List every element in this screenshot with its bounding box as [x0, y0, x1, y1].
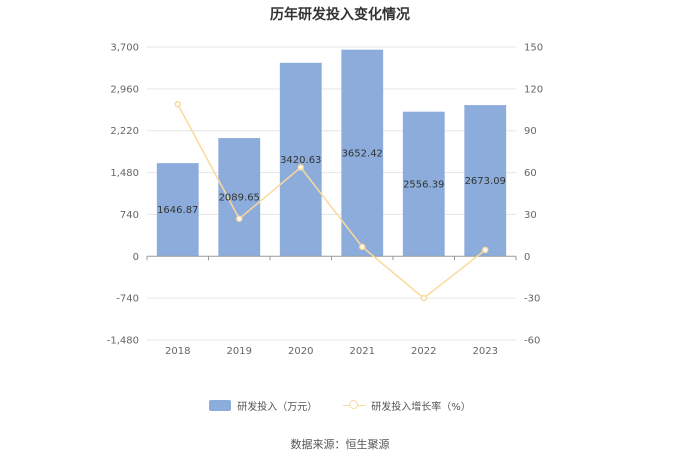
y-left-tick-label: 1,480 — [110, 168, 139, 179]
grid-lines — [147, 46, 516, 341]
line-series — [174, 100, 489, 302]
bar — [218, 138, 261, 257]
x-tick-label: 2023 — [473, 346, 498, 357]
legend-line-swatch — [343, 400, 366, 411]
x-tick-label: 2021 — [350, 346, 375, 357]
y-left-tick-label: -740 — [116, 294, 139, 305]
legend: 研发投入（万元） 研发投入增长率（%） — [0, 398, 680, 413]
x-tick-label: 2019 — [227, 346, 252, 357]
y-left-tick-label: 0 — [133, 252, 139, 263]
bar — [341, 49, 384, 257]
bar — [279, 62, 322, 257]
y-right-tick-label: 60 — [524, 168, 537, 179]
data-labels: 1646.87 2089.65 3420.63 3652.42 2556.39 2673.… — [157, 148, 506, 216]
bar-value-label: 2089.65 — [219, 193, 260, 204]
bar — [402, 111, 445, 257]
x-tick-label: 2022 — [411, 346, 436, 357]
bar-value-label: 3652.42 — [342, 148, 383, 159]
bar — [464, 105, 507, 257]
data-source: 数据来源：恒生聚源 — [290, 438, 390, 451]
growth-rate-point — [420, 294, 427, 302]
legend-item-line[interactable]: 研发投入增长率（%） — [343, 398, 471, 413]
chart-title: 历年研发投入变化情况 — [270, 7, 410, 23]
growth-rate-point — [297, 164, 304, 171]
legend-bar-swatch — [209, 400, 232, 411]
y-left-tick-label: 2,220 — [110, 126, 139, 137]
bar-value-label: 3420.63 — [280, 155, 321, 166]
growth-rate-point — [236, 215, 243, 223]
y-right-tick-label: 120 — [524, 84, 543, 95]
bar-value-label: 2673.09 — [465, 176, 506, 187]
legend-bar-label: 研发投入（万元） — [237, 402, 318, 413]
x-tick-label: 2020 — [288, 346, 313, 357]
legend-item-bar[interactable]: 研发投入（万元） — [209, 398, 317, 413]
y-right-tick-label: 30 — [524, 210, 537, 221]
y-left-tick-label: 3,700 — [110, 43, 139, 54]
growth-rate-line — [177, 103, 486, 300]
y-right-tick-label: 150 — [524, 43, 543, 54]
y-left-tick-label: 2,960 — [110, 84, 139, 95]
bar-value-label: 1646.87 — [157, 205, 198, 216]
bar — [156, 163, 199, 257]
growth-rate-point — [359, 243, 366, 251]
y-right-tick-label: 0 — [524, 252, 530, 263]
bar-value-label: 2556.39 — [403, 179, 444, 190]
y-right-tick-label: -30 — [524, 294, 540, 305]
growth-rate-point — [482, 246, 489, 254]
y-left-tick-label: -1,480 — [107, 336, 139, 347]
y-left-tick-label: 740 — [120, 210, 139, 221]
legend-line-label: 研发投入增长率（%） — [371, 402, 471, 413]
axes: 3,700 2,960 2,220 1,480 740 0 -740 -1,480 150 120… — [107, 43, 543, 358]
y-right-tick-label: 90 — [524, 126, 537, 137]
bar-series — [156, 49, 507, 257]
growth-rate-point — [174, 100, 181, 108]
y-right-tick-label: -60 — [524, 336, 540, 347]
x-tick-label: 2018 — [165, 346, 190, 357]
